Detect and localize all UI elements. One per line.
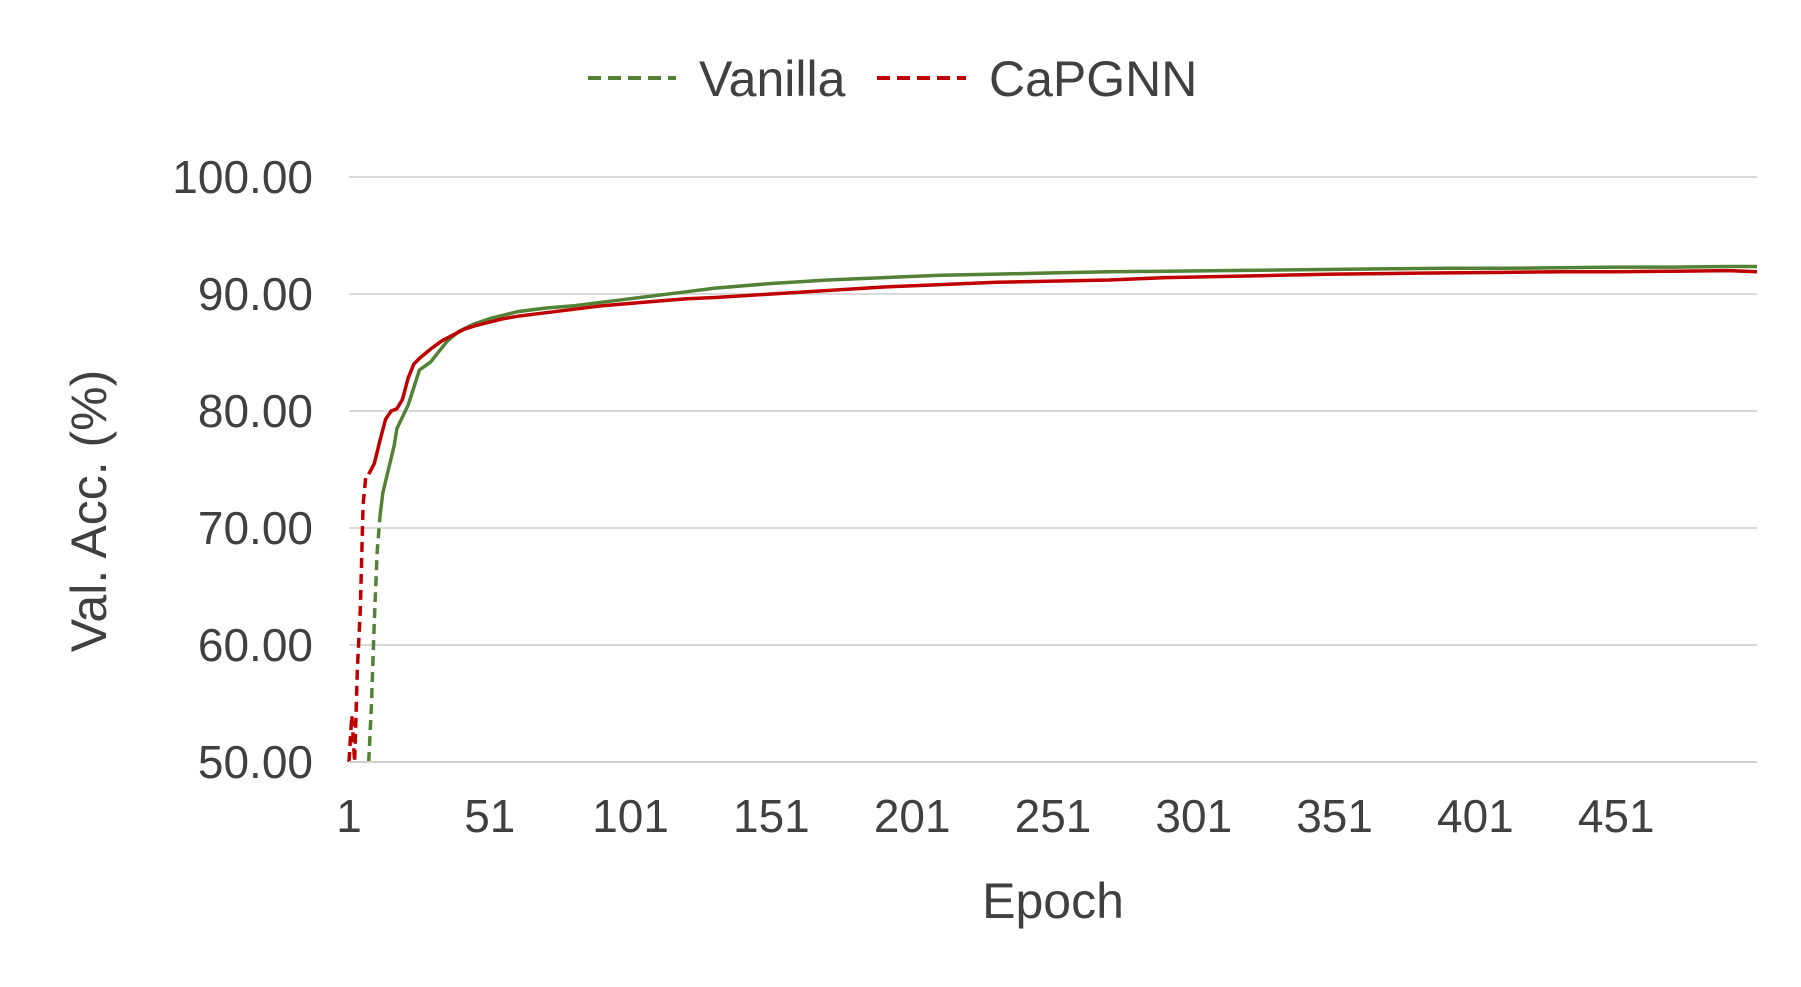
series-line-vanilla [378, 264, 1757, 517]
legend-label-capgnn: CaPGNN [989, 51, 1197, 107]
series-line-capgnn-start [347, 472, 370, 763]
y-tick-label: 70.00 [198, 502, 313, 554]
y-tick-label: 60.00 [198, 619, 313, 671]
x-axis-tick-labels: 1 51 101 151 201 251 301 351 401 451 [336, 790, 1654, 842]
y-tick-label: 100.00 [172, 151, 313, 203]
series-line-capgnn [367, 268, 1758, 476]
x-tick-label: 401 [1437, 790, 1514, 842]
series-lines [347, 264, 1758, 763]
y-tick-label: 90.00 [198, 268, 313, 320]
x-tick-label: 151 [733, 790, 810, 842]
series-line-vanilla-start [366, 516, 382, 763]
x-tick-label: 301 [1155, 790, 1232, 842]
x-tick-label: 251 [1015, 790, 1092, 842]
x-tick-label: 201 [874, 790, 951, 842]
x-tick-label: 101 [592, 790, 669, 842]
y-axis-tick-labels: 50.00 60.00 70.00 80.00 90.00 100.00 [172, 151, 313, 788]
y-tick-label: 50.00 [198, 736, 313, 788]
x-axis-title: Epoch [982, 873, 1124, 929]
x-tick-label: 51 [464, 790, 515, 842]
x-tick-label: 1 [336, 790, 362, 842]
y-axis-title: Val. Acc. (%) [61, 370, 117, 652]
legend: Vanilla CaPGNN [588, 51, 1197, 107]
legend-label-vanilla: Vanilla [699, 51, 846, 107]
y-tick-label: 80.00 [198, 385, 313, 437]
gridlines [349, 176, 1757, 646]
x-tick-label: 351 [1296, 790, 1373, 842]
x-tick-label: 451 [1578, 790, 1655, 842]
